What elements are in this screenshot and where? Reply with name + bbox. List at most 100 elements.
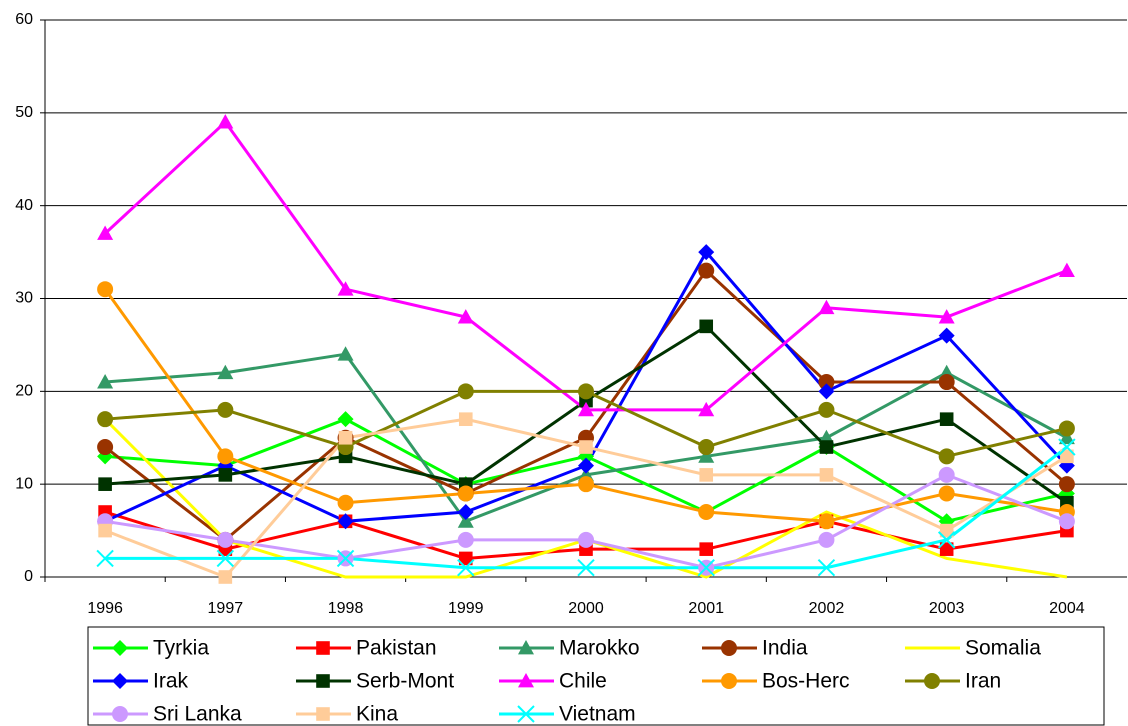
x-tick-label: 1996 bbox=[87, 600, 123, 617]
legend-label: Vietnam bbox=[559, 703, 636, 726]
marker bbox=[1058, 262, 1075, 278]
marker bbox=[337, 513, 354, 530]
marker bbox=[938, 485, 955, 502]
marker bbox=[578, 457, 594, 474]
marker bbox=[96, 549, 114, 568]
marker bbox=[518, 673, 534, 688]
marker bbox=[316, 641, 330, 655]
marker bbox=[458, 412, 473, 426]
marker bbox=[721, 673, 737, 689]
marker bbox=[699, 319, 714, 334]
marker bbox=[97, 439, 114, 456]
marker bbox=[577, 559, 595, 577]
legend-label: Irak bbox=[153, 670, 189, 693]
y-tick-label: 50 bbox=[15, 104, 33, 121]
marker bbox=[939, 523, 954, 538]
marker bbox=[457, 309, 474, 324]
y-tick-label: 10 bbox=[15, 475, 33, 492]
legend-label: Chile bbox=[559, 670, 607, 693]
y-tick-label: 0 bbox=[24, 568, 33, 585]
marker bbox=[578, 383, 594, 400]
marker bbox=[457, 559, 475, 577]
marker bbox=[217, 364, 234, 380]
marker bbox=[699, 542, 714, 556]
series-line bbox=[104, 119, 1068, 412]
marker bbox=[819, 440, 834, 454]
marker bbox=[939, 542, 954, 556]
marker bbox=[217, 114, 234, 129]
marker bbox=[818, 513, 835, 530]
marker bbox=[517, 705, 535, 723]
marker bbox=[698, 439, 715, 456]
marker bbox=[217, 531, 234, 548]
marker bbox=[697, 559, 715, 577]
marker bbox=[457, 383, 474, 400]
legend-label: Bos-Herc bbox=[762, 670, 850, 693]
marker bbox=[1058, 420, 1075, 437]
legend-label: Sri Lanka bbox=[153, 703, 242, 726]
marker bbox=[698, 448, 715, 463]
x-tick-label: 2000 bbox=[568, 600, 604, 617]
x-tick-label: 2004 bbox=[1049, 600, 1085, 617]
marker bbox=[578, 531, 594, 548]
marker bbox=[721, 640, 737, 656]
x-tick-label: 2002 bbox=[809, 600, 845, 617]
marker bbox=[458, 551, 473, 566]
marker bbox=[1058, 429, 1075, 445]
marker bbox=[1058, 513, 1075, 530]
marker bbox=[818, 401, 835, 418]
y-tick-label: 60 bbox=[15, 11, 33, 28]
marker bbox=[217, 448, 234, 465]
x-tick-label: 2003 bbox=[929, 600, 965, 617]
marker bbox=[818, 374, 835, 391]
marker bbox=[698, 244, 715, 261]
marker bbox=[578, 476, 594, 493]
legend-label: Somalia bbox=[965, 637, 1041, 660]
marker bbox=[457, 513, 474, 528]
marker bbox=[218, 570, 233, 584]
marker bbox=[98, 477, 112, 491]
marker bbox=[112, 673, 128, 689]
x-tick-label: 1997 bbox=[208, 600, 244, 617]
marker bbox=[1060, 449, 1074, 464]
marker bbox=[217, 401, 234, 418]
legend-label: Tyrkia bbox=[153, 637, 209, 660]
marker bbox=[518, 640, 534, 655]
x-tick-label: 1998 bbox=[328, 600, 364, 617]
legend-label: Iran bbox=[965, 670, 1001, 693]
marker bbox=[938, 309, 955, 324]
marker bbox=[457, 504, 474, 521]
marker bbox=[112, 706, 128, 722]
y-tick-label: 30 bbox=[15, 290, 33, 307]
x-tick-label: 1999 bbox=[448, 600, 484, 617]
marker bbox=[938, 374, 955, 391]
marker bbox=[97, 225, 114, 240]
marker bbox=[818, 531, 835, 548]
marker bbox=[938, 327, 955, 344]
marker bbox=[457, 485, 474, 502]
marker bbox=[316, 674, 330, 688]
x-tick-label: 2001 bbox=[688, 600, 724, 617]
marker bbox=[698, 504, 715, 521]
marker bbox=[698, 262, 715, 279]
marker bbox=[336, 549, 355, 568]
marker bbox=[337, 281, 354, 296]
legend-label: Marokko bbox=[559, 637, 640, 660]
marker bbox=[97, 411, 114, 428]
marker bbox=[937, 531, 956, 549]
marker bbox=[698, 401, 715, 417]
marker bbox=[338, 430, 353, 445]
marker bbox=[819, 468, 834, 482]
marker bbox=[218, 468, 233, 482]
marker bbox=[97, 374, 114, 389]
marker bbox=[818, 383, 835, 400]
legend-label: Pakistan bbox=[356, 637, 437, 660]
marker bbox=[97, 281, 114, 298]
marker bbox=[924, 673, 940, 689]
marker bbox=[699, 468, 714, 482]
marker bbox=[112, 640, 128, 656]
legend-label: Kina bbox=[356, 703, 398, 726]
legend: Tyrkia Pakistan Marokko India Somalia Irak Ser… bbox=[93, 637, 1041, 726]
marker bbox=[939, 412, 954, 426]
